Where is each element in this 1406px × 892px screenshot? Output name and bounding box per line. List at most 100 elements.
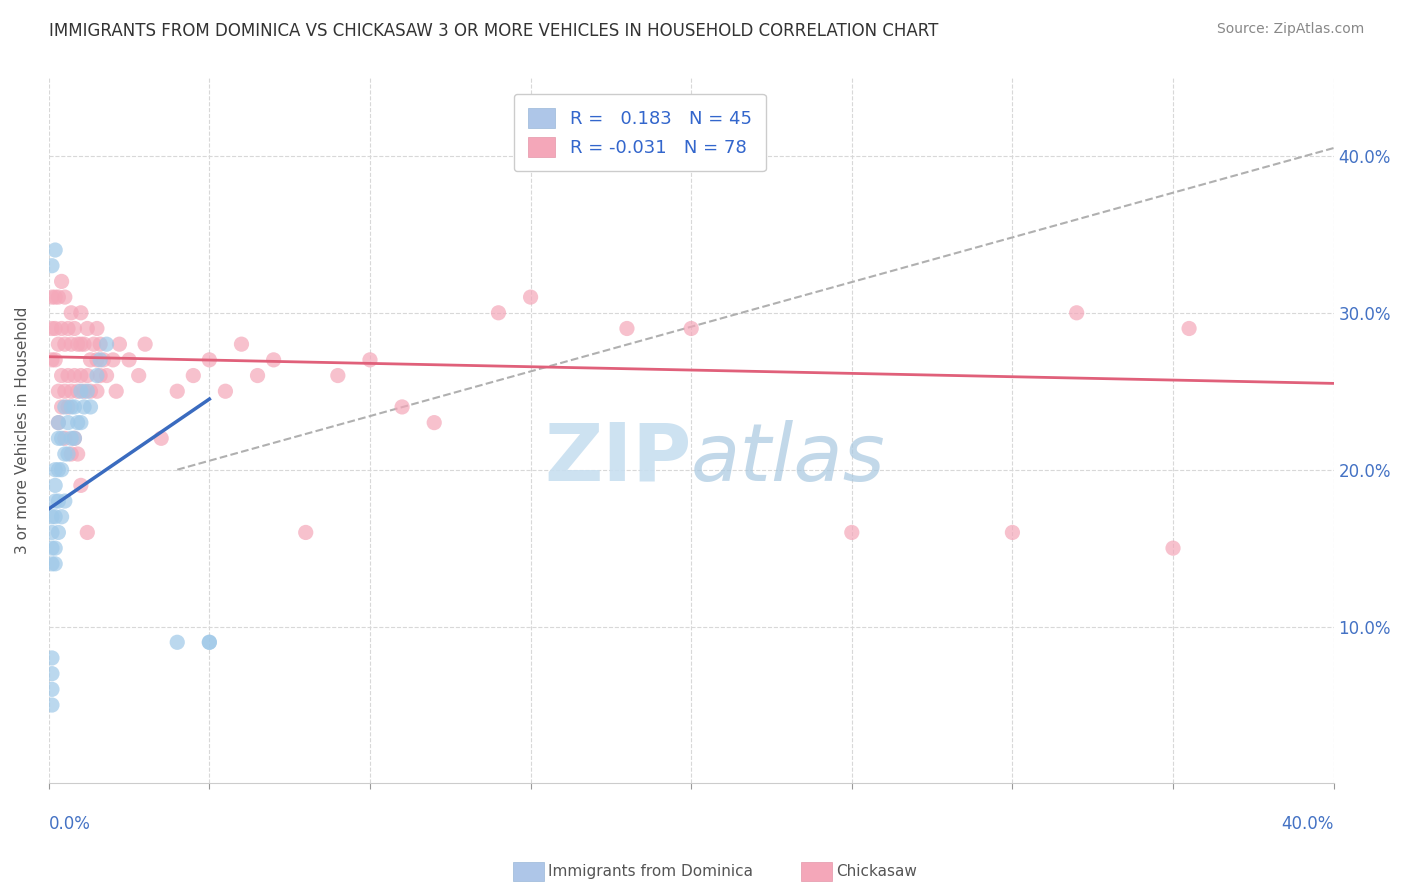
Point [60,431,83,445]
Point [41,557,63,571]
Point [66,384,89,399]
Point [63,400,86,414]
Point [89,337,111,351]
Point [108,337,131,351]
Point [44,478,66,492]
Point [56,416,79,430]
Point [166,635,188,649]
Point [101,352,124,367]
Text: Immigrants from Dominica: Immigrants from Dominica [548,864,754,879]
Point [41,666,63,681]
Point [70,416,93,430]
Point [76,321,98,335]
Point [181,368,204,383]
Point [44,463,66,477]
Point [118,352,141,367]
Point [73,337,96,351]
Point [66,447,89,461]
Point [48,416,70,430]
Point [51,368,73,383]
Point [76,368,98,383]
Point [51,509,73,524]
Point [86,352,108,367]
Point [128,368,150,383]
Point [60,306,83,320]
Point [1066,306,1088,320]
Point [53,431,76,445]
Point [60,400,83,414]
Point [48,431,70,445]
Point [70,337,93,351]
Text: ZIP: ZIP [544,420,692,498]
Point [89,368,111,383]
Point [70,478,93,492]
Point [73,400,96,414]
Point [198,635,221,649]
Point [76,525,98,540]
Point [48,416,70,430]
Point [105,384,128,399]
Point [51,400,73,414]
Point [841,525,863,540]
Point [519,290,541,304]
Point [41,352,63,367]
Point [53,447,76,461]
Point [41,509,63,524]
Point [73,384,96,399]
Point [63,368,86,383]
Point [60,447,83,461]
Point [60,337,83,351]
Point [1161,541,1184,556]
Point [63,431,86,445]
Point [70,368,93,383]
Point [66,416,89,430]
Point [166,384,188,399]
Point [681,321,703,335]
Point [51,274,73,288]
Point [63,321,86,335]
Point [44,557,66,571]
Point [56,321,79,335]
Point [93,352,115,367]
Point [359,352,381,367]
Point [198,352,221,367]
Point [48,463,70,477]
Point [391,400,413,414]
Text: 40.0%: 40.0% [1281,815,1334,833]
Text: IMMIGRANTS FROM DOMINICA VS CHICKASAW 3 OR MORE VEHICLES IN HOUSEHOLD CORRELATIO: IMMIGRANTS FROM DOMINICA VS CHICKASAW 3 … [49,22,939,40]
Text: Chickasaw: Chickasaw [837,864,918,879]
Point [41,651,63,665]
Point [56,400,79,414]
Point [86,384,108,399]
Point [1001,525,1024,540]
Point [326,368,349,383]
Point [150,431,173,445]
Point [48,494,70,508]
Text: 0.0%: 0.0% [49,815,90,833]
Point [60,384,83,399]
Point [86,321,108,335]
Point [53,290,76,304]
Point [41,682,63,697]
Point [96,337,118,351]
Point [76,384,98,399]
Point [231,337,253,351]
Text: Source: ZipAtlas.com: Source: ZipAtlas.com [1216,22,1364,37]
Point [51,321,73,335]
Point [63,431,86,445]
Point [53,400,76,414]
Point [44,243,66,257]
Point [51,431,73,445]
Point [44,321,66,335]
Text: atlas: atlas [692,420,886,498]
Point [44,509,66,524]
Point [1178,321,1201,335]
Point [48,384,70,399]
Point [423,416,446,430]
Point [41,541,63,556]
Point [48,290,70,304]
Point [79,352,101,367]
Point [41,290,63,304]
Point [51,463,73,477]
Point [488,306,510,320]
